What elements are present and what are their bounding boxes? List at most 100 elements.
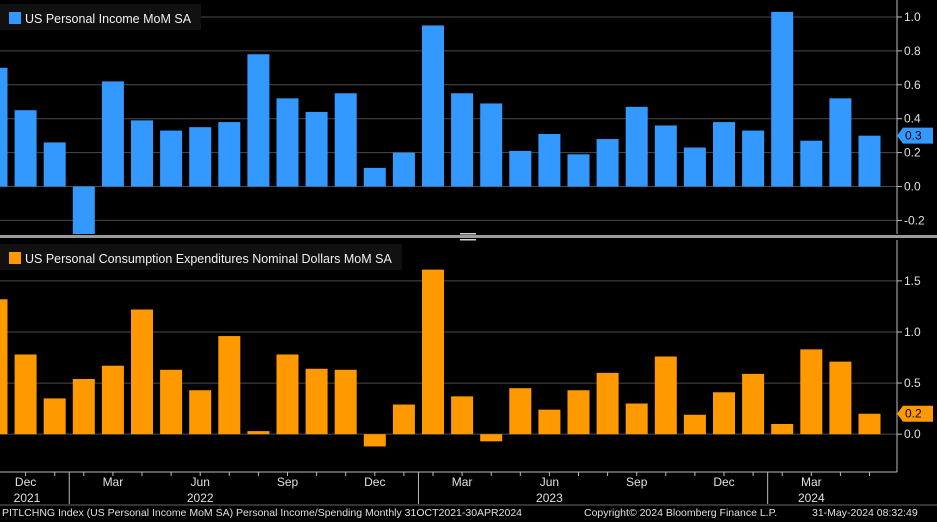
bar-2-24	[683, 414, 706, 435]
bar-1-11	[305, 111, 328, 187]
bar-2-15	[422, 269, 444, 435]
x-month-label: Jun	[191, 475, 210, 489]
x-month-label: Sep	[277, 475, 299, 489]
x-year-label: 2023	[536, 491, 563, 505]
y-tick-label: 0.4	[904, 112, 921, 126]
bar-2-20	[567, 390, 590, 435]
y-tick-label: 1.0	[904, 325, 921, 339]
bar-1-29	[829, 98, 852, 187]
x-year-label: 2024	[798, 491, 825, 505]
x-month-label: Mar	[452, 475, 473, 489]
bar-1-21	[596, 139, 619, 187]
bar-1-13	[363, 167, 386, 187]
bar-2-30	[858, 413, 881, 435]
x-month-label: Dec	[364, 475, 385, 489]
bar-1-18	[509, 150, 532, 187]
bar-2-1	[14, 354, 37, 435]
y-tick-label: 0.8	[904, 44, 921, 58]
y-tick-label: 0.5	[904, 376, 921, 390]
bar-1-10	[276, 98, 299, 187]
bar-2-19	[538, 409, 561, 435]
bar-1-3	[72, 186, 95, 234]
divider-handle	[460, 239, 476, 241]
bar-1-0	[0, 67, 8, 187]
bar-1-28	[800, 140, 823, 187]
y-tick-label: 1.0	[904, 10, 921, 24]
bar-1-14	[392, 152, 415, 187]
y-tick-label: 1.5	[904, 274, 921, 288]
legend-title: US Personal Consumption Expenditures Nom…	[25, 252, 392, 266]
bar-1-5	[131, 120, 153, 187]
bar-2-14	[392, 404, 415, 435]
bar-2-16	[451, 396, 474, 435]
bar-2-7	[189, 390, 212, 435]
legend-title: US Personal Income MoM SA	[25, 12, 192, 26]
bar-1-20	[567, 154, 590, 187]
legend-background	[0, 244, 402, 270]
bar-1-30	[858, 135, 881, 187]
bar-1-16	[451, 93, 474, 187]
chart-panel-2: 0.0 0.5 1.0 1.5 0.2 US Personal Consumption E…	[0, 240, 933, 472]
bar-2-9	[247, 431, 270, 435]
bar-1-15	[422, 25, 444, 187]
bar-2-21	[596, 372, 619, 435]
y-tick-label: 0.6	[904, 78, 921, 92]
last-value-badge	[897, 405, 933, 422]
bar-2-11	[305, 368, 328, 435]
legend-swatch	[9, 12, 21, 24]
x-month-label: Mar	[103, 475, 124, 489]
last-value-label: 0.2	[905, 407, 922, 421]
y-tick-label: 0.2	[904, 146, 921, 160]
bar-1-27	[771, 11, 794, 187]
bar-2-23	[654, 356, 677, 435]
bar-2-8	[218, 336, 241, 435]
bar-2-6	[160, 369, 183, 435]
bar-2-5	[131, 309, 153, 435]
bar-2-28	[800, 349, 823, 435]
legend: US Personal Income MoM SA	[0, 4, 202, 30]
bar-1-22	[625, 106, 648, 187]
bar-1-26	[742, 130, 765, 187]
bar-2-27	[771, 423, 794, 435]
bar-1-25	[713, 122, 735, 187]
footer-source: PITLCHNG Index (US Personal Income MoM S…	[2, 507, 522, 519]
x-month-label: Mar	[801, 475, 822, 489]
bar-1-9	[247, 54, 270, 187]
legend: US Personal Consumption Expenditures Nom…	[0, 244, 402, 270]
x-year-label: 2022	[187, 491, 214, 505]
bar-1-2	[43, 142, 66, 187]
bar-2-0	[0, 299, 8, 435]
footer-copyright: Copyright© 2024 Bloomberg Finance L.P.	[584, 507, 778, 519]
chart-panel-1: -0.2 0.0 0.2 0.4 0.6 0.8 1.0 0.3 US Personal Inc…	[0, 0, 933, 234]
x-month-label: Dec	[15, 475, 36, 489]
bar-2-4	[101, 365, 124, 435]
bar-1-17	[480, 103, 503, 187]
legend-swatch	[9, 252, 21, 264]
footer-bar: PITLCHNG Index (US Personal Income MoM S…	[0, 505, 937, 522]
bar-1-4	[101, 81, 124, 187]
bar-2-18	[509, 388, 532, 435]
footer-timestamp: 31-May-2024 08:32:49	[812, 507, 918, 519]
bar-2-12	[334, 369, 357, 435]
bar-1-1	[14, 110, 37, 187]
x-month-label: Sep	[626, 475, 648, 489]
bar-2-22	[625, 403, 648, 435]
bar-2-13	[363, 434, 386, 447]
bar-2-26	[742, 373, 765, 435]
bar-2-3	[72, 378, 95, 435]
divider-handle	[460, 233, 476, 235]
bar-2-10	[276, 354, 299, 435]
bar-1-6	[160, 130, 183, 187]
y-tick-label: 0.0	[904, 180, 921, 194]
x-month-label: Dec	[713, 475, 734, 489]
last-value-label: 0.3	[905, 129, 922, 143]
bar-2-17	[480, 434, 503, 442]
y-tick-label: -0.2	[904, 213, 925, 227]
x-year-label: 2021	[14, 491, 41, 505]
panel-divider	[0, 235, 937, 238]
bar-1-7	[189, 127, 212, 187]
y-tick-label: 0.0	[904, 427, 921, 441]
bar-2-29	[829, 361, 852, 435]
last-value-badge	[897, 127, 933, 144]
